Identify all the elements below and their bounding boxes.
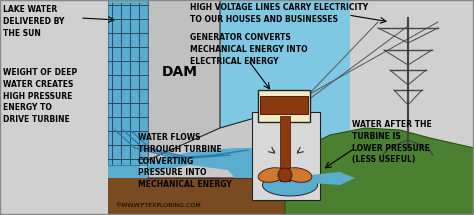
Bar	[0, 0, 108, 215]
Text: WEIGHT OF DEEP
WATER CREATES
HIGH PRESSURE
ENERGY TO
DRIVE TURBINE: WEIGHT OF DEEP WATER CREATES HIGH PRESSU…	[3, 68, 77, 124]
Bar	[350, 0, 474, 215]
Polygon shape	[252, 112, 320, 200]
Text: HIGH VOLTAGE LINES CARRY ELECTRICITY
TO OUR HOUSES AND BUSINESSES: HIGH VOLTAGE LINES CARRY ELECTRICITY TO …	[190, 3, 368, 24]
Polygon shape	[295, 172, 355, 185]
Circle shape	[278, 168, 292, 182]
Text: WATER FLOWS
THROUGH TURBINE
CONVERTING
PRESSURE INTO
MECHANICAL ENERGY: WATER FLOWS THROUGH TURBINE CONVERTING P…	[138, 133, 232, 189]
Text: LAKE WATER
DELIVERED BY
THE SUN: LAKE WATER DELIVERED BY THE SUN	[3, 5, 64, 38]
Bar	[258, 90, 310, 122]
Bar	[108, 0, 474, 215]
Bar	[108, 0, 148, 165]
Ellipse shape	[284, 168, 312, 182]
Text: ©WWW.FTEXPLORING.COM: ©WWW.FTEXPLORING.COM	[115, 203, 201, 208]
Polygon shape	[108, 125, 252, 178]
Polygon shape	[108, 0, 148, 178]
Polygon shape	[285, 128, 474, 215]
Bar	[108, 178, 474, 215]
Ellipse shape	[258, 168, 286, 182]
Bar	[280, 116, 290, 181]
Ellipse shape	[263, 174, 318, 196]
Text: WATER AFTER THE
TURBINE IS
LOWER PRESSURE
(LESS USEFUL): WATER AFTER THE TURBINE IS LOWER PRESSUR…	[352, 120, 432, 164]
Text: DAM: DAM	[162, 65, 198, 79]
Bar	[260, 96, 308, 114]
Polygon shape	[148, 0, 220, 178]
Polygon shape	[148, 115, 310, 178]
Text: GENERATOR CONVERTS
MECHANICAL ENERGY INTO
ELECTRICAL ENERGY: GENERATOR CONVERTS MECHANICAL ENERGY INT…	[190, 33, 308, 66]
